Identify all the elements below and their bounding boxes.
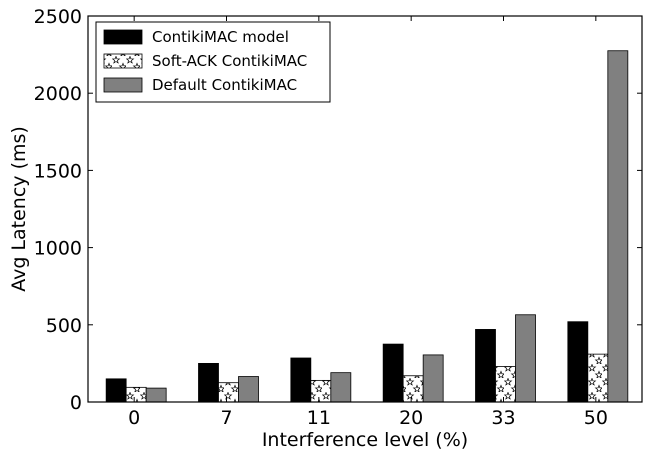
legend-entry-label: ContikiMAC model <box>152 28 289 46</box>
bar-contikimac-model-20 <box>382 343 404 403</box>
legend-swatch <box>103 53 143 69</box>
bar-default-contikimac-50 <box>607 50 629 403</box>
bar-contikimac-model-7 <box>198 362 219 403</box>
bar-soft-ack-contikimac-50 <box>587 353 609 403</box>
legend-swatch <box>103 29 143 45</box>
y-tick-label: 1500 <box>34 160 82 182</box>
x-tick-label: 33 <box>491 407 515 429</box>
y-tick-label: 2500 <box>34 6 82 28</box>
bar-default-contikimac-7 <box>238 376 259 403</box>
x-tick-label: 0 <box>128 407 140 429</box>
x-tick-label: 20 <box>399 407 423 429</box>
bar-soft-ack-contikimac-7 <box>218 382 239 403</box>
bar-soft-ack-contikimac-20 <box>402 375 424 403</box>
bar-soft-ack-contikimac-0 <box>125 386 147 403</box>
bar-contikimac-model-50 <box>567 321 589 403</box>
y-tick-label: 0 <box>70 392 82 414</box>
plot-frame <box>87 15 643 403</box>
legend-swatch <box>103 77 143 93</box>
bar-contikimac-model-11 <box>290 357 312 403</box>
x-axis-label: Interference level (%) <box>262 429 468 451</box>
x-tick-label: 50 <box>584 407 608 429</box>
bar-default-contikimac-33 <box>515 314 536 403</box>
legend: ContikiMAC model Soft-ACK ContikiMAC Defau… <box>95 21 331 103</box>
bar-default-contikimac-11 <box>330 372 352 403</box>
y-tick-label: 2000 <box>34 83 82 105</box>
y-axis-label: Avg Latency (ms) <box>8 126 30 292</box>
y-tick-label: 500 <box>46 315 82 337</box>
bar-soft-ack-contikimac-11 <box>310 379 332 403</box>
x-axis: 0 7 11 20 33 50 <box>128 16 608 429</box>
y-tick-label: 1000 <box>34 238 82 260</box>
x-tick-label: 11 <box>307 407 331 429</box>
bar-default-contikimac-0 <box>145 387 167 403</box>
bar-contikimac-model-0 <box>105 378 127 403</box>
x-tick-label: 7 <box>220 407 232 429</box>
bar-soft-ack-contikimac-33 <box>495 366 516 403</box>
legend-entry-label: Default ContikiMAC <box>152 76 297 94</box>
y-axis: 0 500 1000 1500 2000 2500 <box>34 6 642 414</box>
bars-group <box>105 50 629 403</box>
bar-default-contikimac-20 <box>422 354 444 403</box>
bar-contikimac-model-33 <box>475 329 496 403</box>
legend-entry-label: Soft-ACK ContikiMAC <box>152 52 307 70</box>
